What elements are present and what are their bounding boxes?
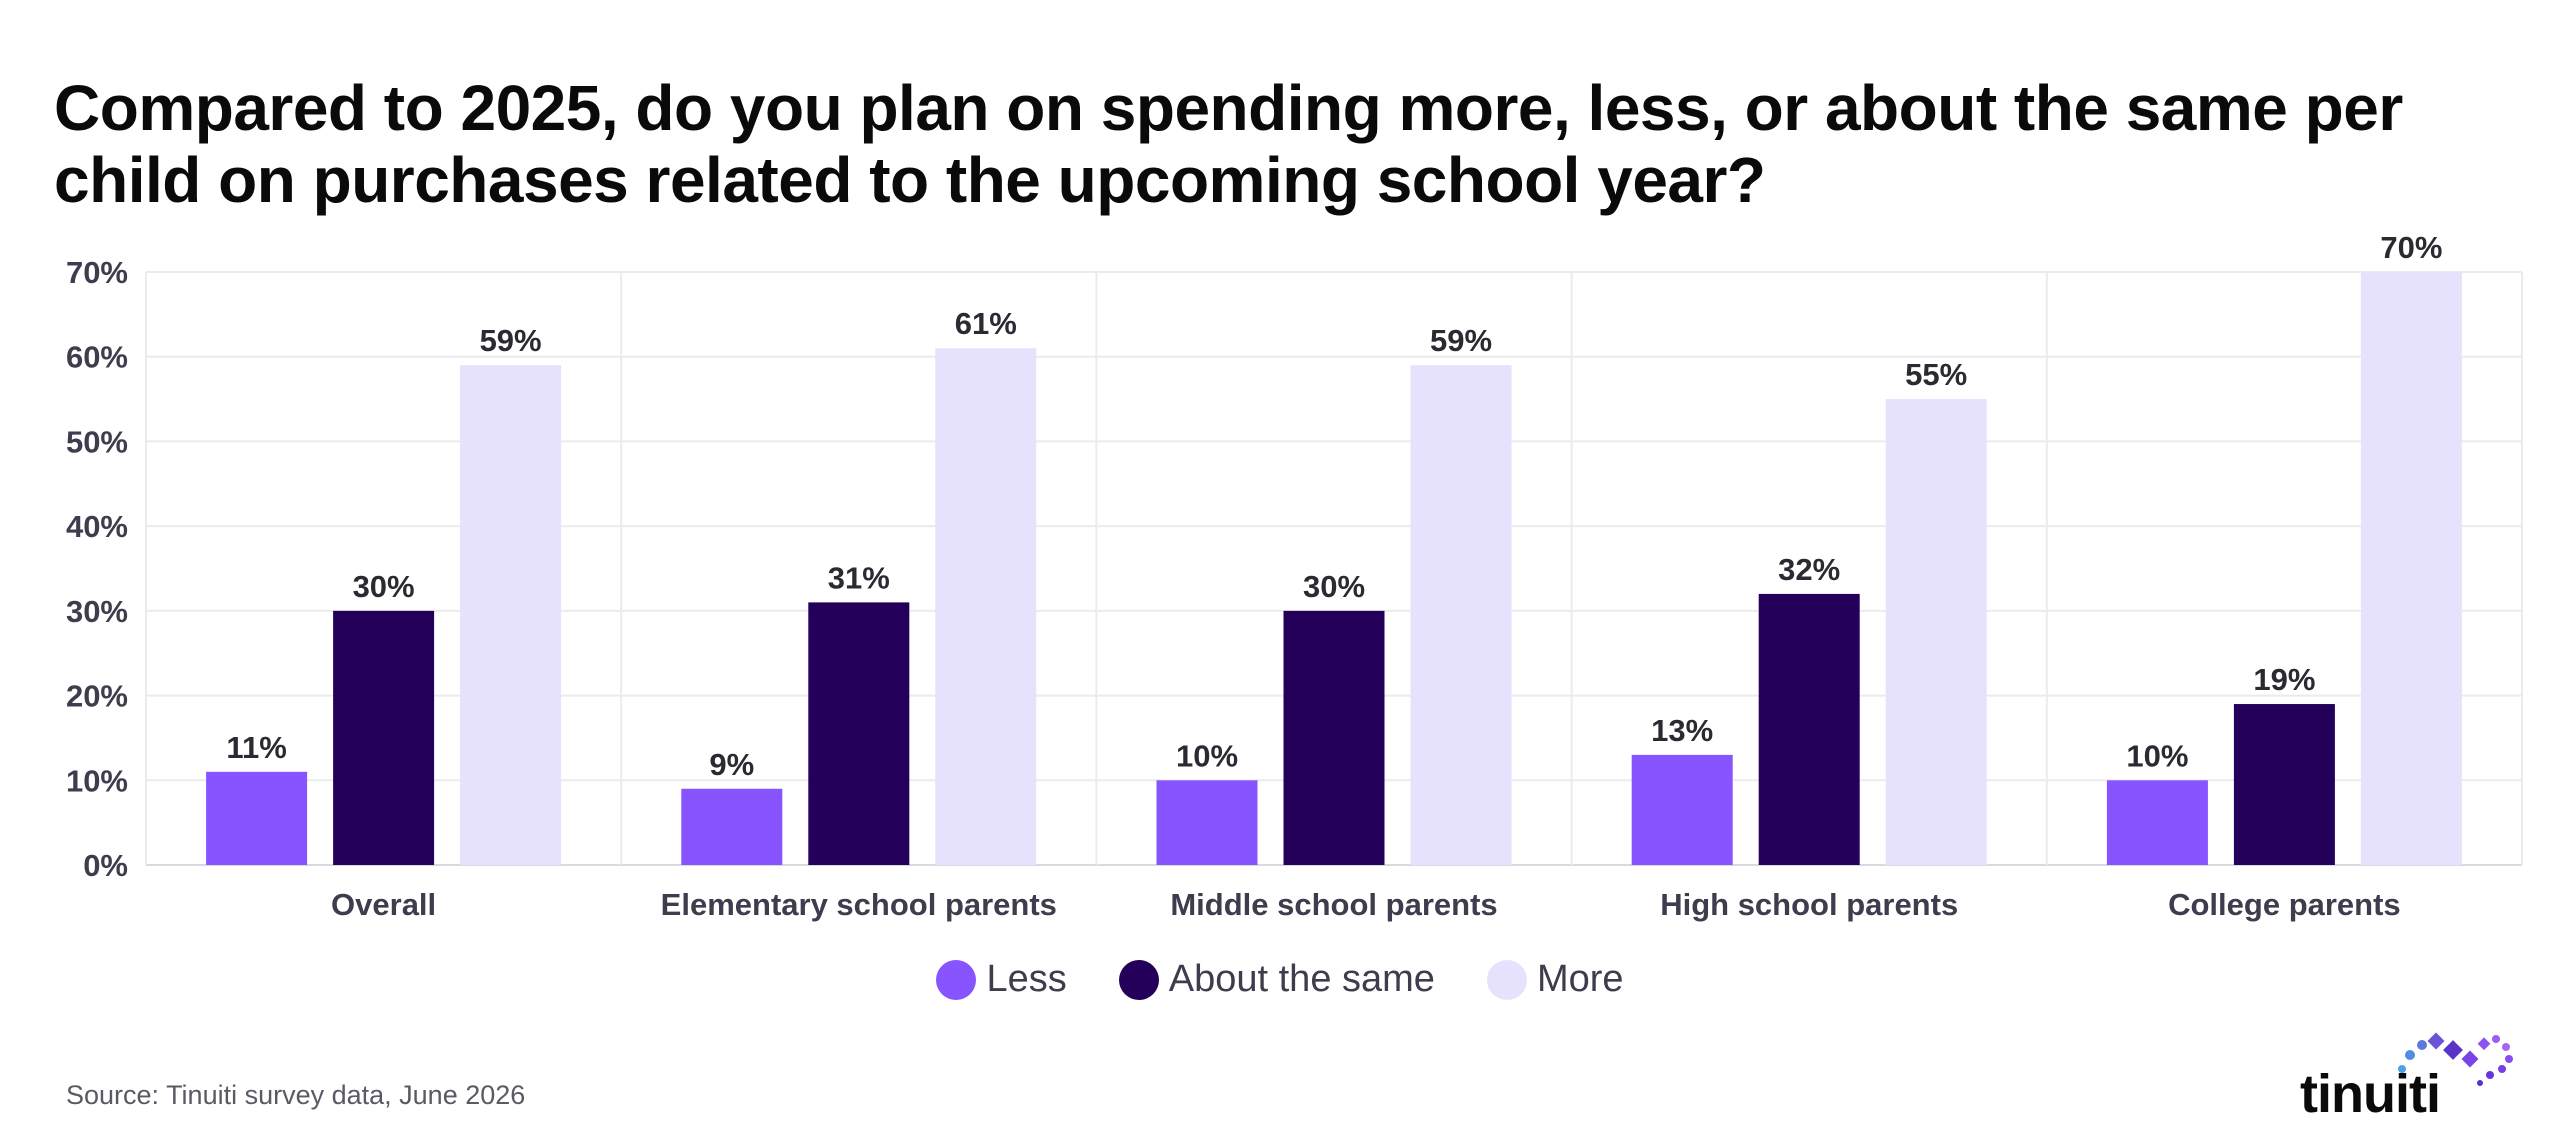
y-tick-label: 0% <box>83 848 128 883</box>
legend-label-more: More <box>1536 958 1624 1000</box>
category-label: Overall <box>331 887 436 922</box>
logo-wordmark: tinuiti <box>2300 1064 2441 1124</box>
y-tick-label: 60% <box>66 340 128 375</box>
source-note: Source: Tinuiti survey data, June 2026 <box>66 1080 526 1110</box>
bar <box>206 771 308 865</box>
data-label: 32% <box>1778 552 1840 587</box>
data-label: 13% <box>1651 713 1713 748</box>
chart-legend: Less About the same More <box>0 958 2560 1001</box>
data-label: 70% <box>2380 230 2442 265</box>
tinuiti-logo: tinuiti <box>2290 1025 2530 1125</box>
logo-mark-icon <box>2398 1032 2513 1086</box>
y-tick-label: 50% <box>66 424 128 459</box>
legend-label-about-the-same: About the same <box>1168 958 1435 1000</box>
bar <box>2233 704 2335 865</box>
y-tick-label: 30% <box>66 594 128 629</box>
data-label: 55% <box>1905 357 1967 392</box>
data-label: 59% <box>1430 323 1492 358</box>
legend-item-more: More <box>1486 958 1624 1001</box>
data-label: 61% <box>955 306 1017 341</box>
data-label: 30% <box>353 569 415 604</box>
y-tick-label: 20% <box>66 679 128 714</box>
legend-item-about-the-same: About the same <box>1118 958 1435 1001</box>
bar <box>2360 272 2462 865</box>
bar <box>460 365 562 865</box>
data-label: 19% <box>2253 662 2315 697</box>
legend-swatch-about-the-same <box>1118 959 1159 1000</box>
data-label: 59% <box>480 323 542 358</box>
bar <box>808 602 910 865</box>
bar <box>935 348 1037 865</box>
category-label: High school parents <box>1660 887 1958 922</box>
bar <box>333 610 435 865</box>
bar <box>1283 610 1385 865</box>
y-tick-label: 10% <box>66 763 128 798</box>
chart-title: Compared to 2025, do you plan on spendin… <box>54 72 2403 216</box>
category-label: Elementary school parents <box>661 887 1057 922</box>
bar <box>1410 365 1512 865</box>
bar <box>1631 754 1733 865</box>
y-tick-label: 40% <box>66 509 128 544</box>
bar-chart: 0% 10% 20% 30% 40% 50% 60% 70% 11% 30% 59% Overall 9… <box>66 230 2523 922</box>
category-label: College parents <box>2168 887 2401 922</box>
y-tick-label: 70% <box>66 255 128 290</box>
bar <box>1885 399 1987 865</box>
data-label: 9% <box>709 747 754 782</box>
legend-swatch-more <box>1486 959 1527 1000</box>
bar <box>2106 780 2208 865</box>
category-label: Middle school parents <box>1170 887 1497 922</box>
data-label: 10% <box>1176 738 1238 773</box>
data-label: 11% <box>226 730 286 765</box>
data-label: 31% <box>828 560 890 595</box>
data-label: 10% <box>2126 738 2188 773</box>
bar <box>681 788 783 865</box>
legend-label-less: Less <box>986 958 1067 1000</box>
bar <box>1758 593 1860 865</box>
bar <box>1156 780 1258 865</box>
legend-swatch-less <box>936 959 977 1000</box>
data-label: 30% <box>1303 569 1365 604</box>
legend-item-less: Less <box>936 958 1067 1001</box>
